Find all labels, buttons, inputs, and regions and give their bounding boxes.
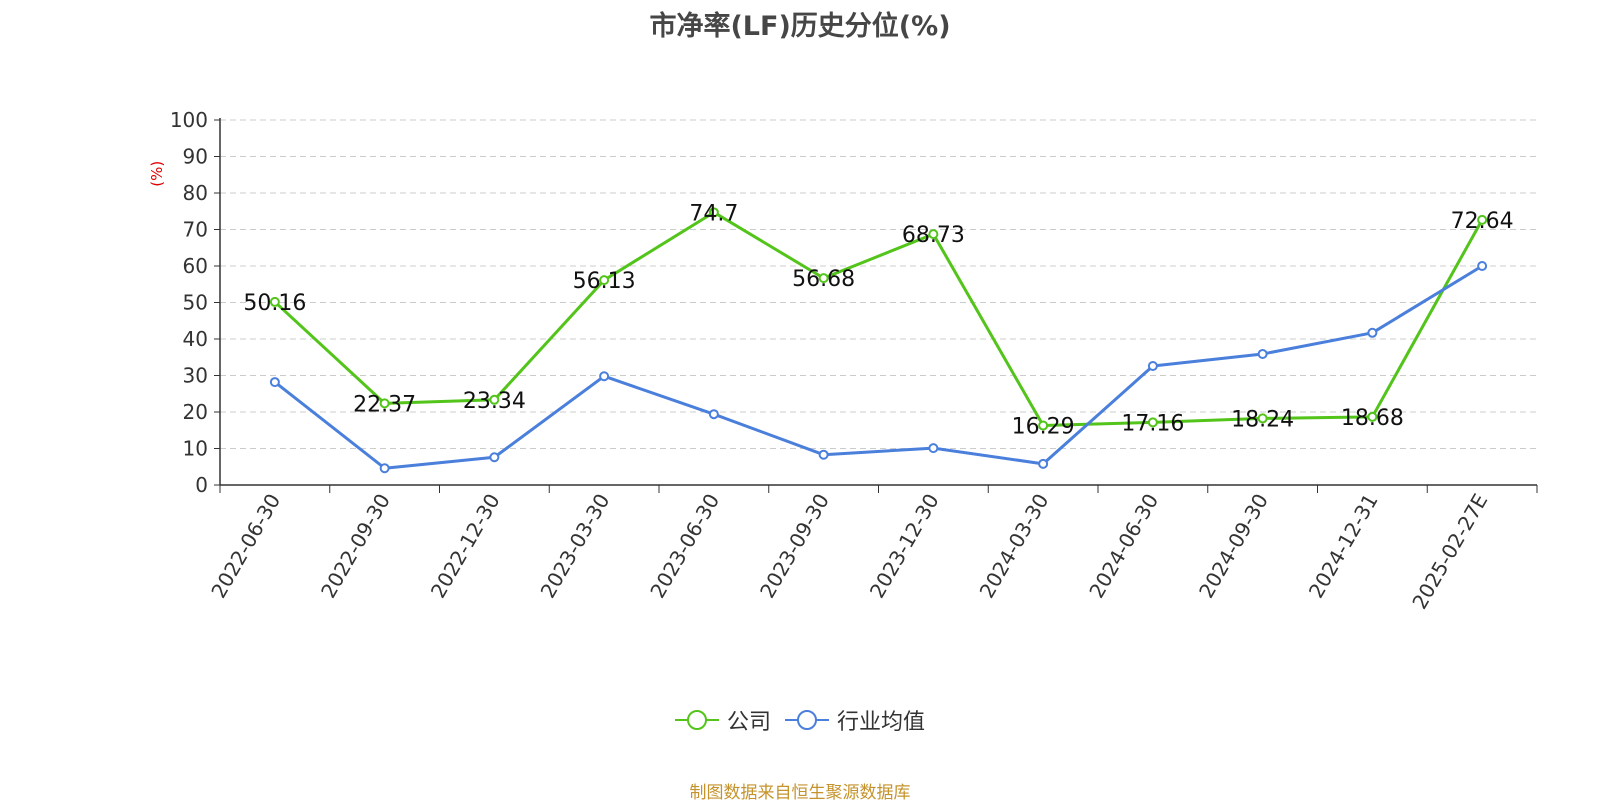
data-point xyxy=(269,296,280,307)
x-tick-label: 2024-06-30 xyxy=(1084,490,1163,603)
y-tick-label: 90 xyxy=(183,145,208,169)
gridlines xyxy=(220,119,1537,449)
x-tick-label: 2024-09-30 xyxy=(1194,490,1273,603)
chart-title: 市净率(LF)历史分位(%) xyxy=(649,11,951,42)
data-point xyxy=(708,207,719,218)
legend-item-industry-average[interactable]: 行业均值 xyxy=(785,704,925,736)
x-tick-label: 2024-12-31 xyxy=(1304,490,1383,603)
x-tick-label: 2025-02-27E xyxy=(1407,490,1492,614)
data-point xyxy=(1147,361,1158,372)
y-tick-label: 30 xyxy=(183,364,208,388)
axes: 0 10 20 30 40 50 60 70 80 90 100 (%) 2022-06-30 2022-… xyxy=(148,108,1538,614)
legend-industry-marker xyxy=(797,710,817,730)
y-axis-label: (%) xyxy=(148,161,166,187)
data-point xyxy=(1257,348,1268,359)
x-tick-label: 2022-06-30 xyxy=(206,490,285,603)
data-point xyxy=(599,371,610,382)
data-point xyxy=(1038,420,1049,431)
x-tick-label: 2023-12-30 xyxy=(865,490,944,603)
data-label: 56.13 xyxy=(573,269,636,294)
x-tick-label: 2024-03-30 xyxy=(975,490,1054,603)
data-label: 22.37 xyxy=(353,392,416,417)
legend-item-company[interactable]: 公司 xyxy=(674,704,771,736)
data-point xyxy=(818,273,829,284)
source-note: 制图数据来自恒生聚源数据库 xyxy=(689,783,911,803)
x-tick-label: 2022-09-30 xyxy=(316,490,395,603)
data-point xyxy=(1257,413,1268,424)
data-point xyxy=(928,443,939,454)
data-label: 18.24 xyxy=(1231,407,1294,432)
y-tick-label: 50 xyxy=(183,291,208,315)
data-point xyxy=(379,398,390,409)
x-tick-label: 2023-06-30 xyxy=(645,490,724,603)
data-label: 50.16 xyxy=(243,291,306,316)
data-point xyxy=(708,409,719,420)
legend-company-marker xyxy=(686,710,707,730)
y-tick-label: 20 xyxy=(183,400,208,424)
series-line-industry-average xyxy=(273,264,1483,470)
y-tick-label: 80 xyxy=(183,181,208,205)
legend: 公司 行业均值 xyxy=(0,704,1600,736)
data-point xyxy=(928,229,939,240)
data-point xyxy=(1147,417,1158,428)
data-point xyxy=(379,463,390,474)
data-point xyxy=(1367,411,1378,422)
data-label: 23.34 xyxy=(463,389,526,414)
data-point xyxy=(818,449,829,460)
data-label: 16.29 xyxy=(1012,415,1075,440)
data-point xyxy=(489,452,500,463)
data-labels: 50.16 22.37 23.34 56.13 74.7 56.68 68.73 16.29 1… xyxy=(243,201,1513,439)
y-tick-label: 40 xyxy=(183,327,208,351)
data-point xyxy=(1477,214,1488,225)
series-line-company xyxy=(273,210,1484,428)
legend-industry-label: 行业均值 xyxy=(837,710,926,735)
data-label: 74.7 xyxy=(689,201,738,226)
x-tick-label: 2023-09-30 xyxy=(755,490,834,603)
data-label: 56.68 xyxy=(792,267,855,292)
legend-industry-icon xyxy=(785,710,829,730)
y-tick-label: 100 xyxy=(170,108,208,132)
x-tick-label: 2022-12-30 xyxy=(426,490,505,603)
series xyxy=(269,207,1488,474)
y-tick-label: 0 xyxy=(195,473,208,497)
y-tick-label: 10 xyxy=(183,437,208,461)
data-label: 18.68 xyxy=(1341,406,1404,431)
data-point xyxy=(1477,261,1488,271)
data-label: 72.64 xyxy=(1451,209,1514,234)
y-tick-label: 70 xyxy=(183,218,208,242)
y-tick-label: 60 xyxy=(183,254,208,278)
data-label: 68.73 xyxy=(902,223,965,248)
data-point xyxy=(1367,327,1378,338)
data-label: 17.16 xyxy=(1121,411,1184,436)
data-point xyxy=(489,394,500,405)
data-point xyxy=(269,377,280,388)
legend-company-icon xyxy=(674,710,719,730)
legend-company-label: 公司 xyxy=(726,710,771,735)
x-tick-label: 2023-03-30 xyxy=(536,490,615,603)
data-point xyxy=(1038,458,1049,469)
data-point xyxy=(599,275,610,286)
